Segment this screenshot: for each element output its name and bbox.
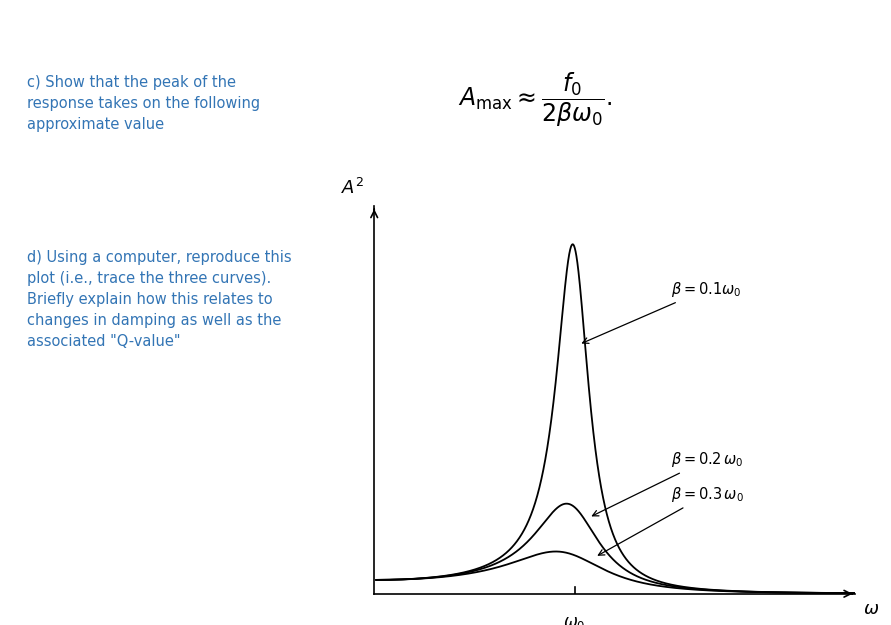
Text: $\beta = 0.1\omega_0$: $\beta = 0.1\omega_0$ <box>583 280 741 343</box>
Text: $A^2$: $A^2$ <box>341 178 364 199</box>
Text: $\omega$: $\omega$ <box>863 600 879 618</box>
Text: d) Using a computer, reproduce this
plot (i.e., trace the three curves).
Briefly: d) Using a computer, reproduce this plot… <box>27 250 291 349</box>
Text: $A_{\mathrm{max}} \approx \dfrac{f_0}{2\beta\omega_0}.$: $A_{\mathrm{max}} \approx \dfrac{f_0}{2\… <box>458 70 612 129</box>
Text: $\omega_0$: $\omega_0$ <box>563 615 586 625</box>
Text: c) Show that the peak of the
response takes on the following
approximate value: c) Show that the peak of the response ta… <box>27 75 260 132</box>
Text: $\beta = 0.3\,\omega_0$: $\beta = 0.3\,\omega_0$ <box>599 485 744 555</box>
Text: $\beta = 0.2\,\omega_0$: $\beta = 0.2\,\omega_0$ <box>593 450 743 516</box>
